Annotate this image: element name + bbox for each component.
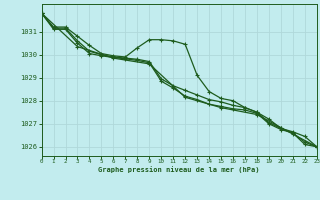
X-axis label: Graphe pression niveau de la mer (hPa): Graphe pression niveau de la mer (hPa) bbox=[99, 166, 260, 173]
